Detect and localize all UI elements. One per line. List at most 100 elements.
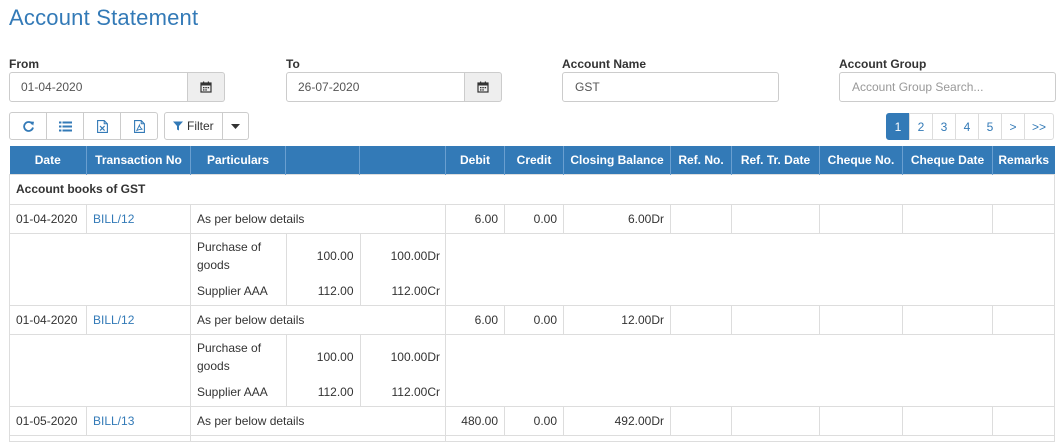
refresh-button[interactable] (9, 112, 47, 140)
from-date-group: 01-04-2020 (9, 72, 225, 102)
detail-spacer (445, 232, 1055, 306)
detail-name: Purchase of goods (191, 233, 287, 278)
row-remarks (992, 304, 1055, 335)
table-row: 01-04-2020 BILL/12 As per below details … (9, 203, 1055, 234)
col-debit[interactable]: Debit (445, 146, 505, 174)
row-debit: 6.00 (445, 304, 505, 335)
row-cheque-no (819, 304, 903, 335)
row-date: 01-04-2020 (9, 304, 87, 335)
detail-breakdown: Purchase of goods 100.00 100.00Dr Suppli… (190, 333, 446, 407)
export-excel-button[interactable] (83, 112, 121, 140)
row-ref-tr-date (731, 203, 820, 234)
detail-spacer (9, 333, 191, 407)
to-date-input[interactable]: 26-07-2020 (286, 72, 465, 102)
partial-cell (445, 434, 1055, 442)
row-debit: 480.00 (445, 405, 505, 436)
col-date[interactable]: Date (9, 146, 87, 174)
transaction-link[interactable]: BILL/12 (86, 304, 191, 335)
row-ref-no (670, 203, 732, 234)
page-next[interactable]: > (1000, 113, 1025, 140)
account-group-search-input[interactable]: Account Group Search... (839, 72, 1056, 102)
col-cheque-no[interactable]: Cheque No. (819, 146, 903, 174)
page-5[interactable]: 5 (977, 113, 1002, 140)
excel-icon (96, 119, 108, 133)
detail-breakdown: Purchase of goods 100.00 100.00Dr Suppli… (190, 232, 446, 306)
filter-caret-button[interactable] (222, 112, 249, 140)
row-cheque-date (902, 405, 993, 436)
calendar-icon (477, 81, 489, 93)
col-cheque-date[interactable]: Cheque Date (902, 146, 993, 174)
to-date-group: 26-07-2020 (286, 72, 502, 102)
col-ref-tr-date[interactable]: Ref. Tr. Date (731, 146, 820, 174)
row-cheque-date (902, 304, 993, 335)
row-remarks (992, 405, 1055, 436)
detail-amount: 100.00 (286, 334, 361, 379)
page-2[interactable]: 2 (908, 113, 933, 140)
col-particulars[interactable]: Particulars (190, 146, 286, 174)
detail-balance: 112.00Cr (391, 384, 440, 399)
table-row: 01-04-2020 BILL/12 As per below details … (9, 304, 1055, 335)
detail-balance: 100.00Dr (390, 349, 440, 364)
refresh-icon (22, 120, 35, 133)
from-date-input[interactable]: 01-04-2020 (9, 72, 188, 102)
detail-line: Purchase of goods 100.00 100.00Dr (191, 233, 446, 278)
row-remarks (992, 203, 1055, 234)
detail-spacer (9, 232, 191, 306)
detail-row: Purchase of goods 100.00 100.00Dr Suppli… (9, 232, 1055, 306)
table-row (9, 434, 1055, 442)
to-calendar-button[interactable] (465, 72, 502, 102)
from-label: From (9, 57, 39, 71)
export-pdf-button[interactable] (120, 112, 158, 140)
row-closing-balance: 492.00Dr (563, 405, 671, 436)
row-cheque-date (902, 203, 993, 234)
table-header-row: Date Transaction No Particulars Debit Cr… (9, 146, 1055, 174)
row-credit: 0.00 (504, 304, 564, 335)
row-closing-balance: 12.00Dr (563, 304, 671, 335)
account-name-label: Account Name (562, 57, 647, 71)
col-remarks[interactable]: Remarks (992, 146, 1055, 174)
detail-name: Purchase of goods (191, 334, 287, 379)
filter-button-label: Filter (187, 119, 214, 133)
group-row: Account books of GST (9, 173, 1055, 205)
col-transaction-no[interactable]: Transaction No (86, 146, 191, 174)
row-ref-no (670, 405, 732, 436)
row-date: 01-04-2020 (9, 203, 87, 234)
pdf-icon (133, 119, 145, 133)
col-credit[interactable]: Credit (504, 146, 564, 174)
caret-down-icon (230, 123, 240, 129)
row-date: 01-05-2020 (9, 405, 87, 436)
transaction-link[interactable]: BILL/13 (86, 405, 191, 436)
filter-dropdown: Filter (164, 112, 249, 140)
row-debit: 6.00 (445, 203, 505, 234)
detail-line: Supplier AAA 112.00 112.00Cr (191, 277, 446, 305)
detail-amount: 112.00 (286, 277, 361, 305)
row-particulars: As per below details (190, 203, 446, 234)
col-ref-no[interactable]: Ref. No. (670, 146, 732, 174)
row-cheque-no (819, 203, 903, 234)
row-cheque-no (819, 405, 903, 436)
from-calendar-button[interactable] (188, 72, 225, 102)
detail-line: Purchase of goods 100.00 100.00Dr (191, 334, 446, 379)
row-ref-tr-date (731, 304, 820, 335)
page-4[interactable]: 4 (954, 113, 979, 140)
filter-icon (173, 121, 183, 131)
page-3[interactable]: 3 (931, 113, 956, 140)
row-closing-balance: 6.00Dr (563, 203, 671, 234)
detail-balance: 100.00Dr (390, 248, 440, 263)
account-name-input[interactable]: GST (562, 72, 779, 102)
detail-amount: 112.00 (286, 378, 361, 406)
detail-balance: 112.00Cr (391, 283, 440, 298)
detail-name: Supplier AAA (191, 277, 287, 305)
col-closing-balance[interactable]: Closing Balance (563, 146, 671, 174)
col-detail-amount (285, 146, 360, 174)
page-1[interactable]: 1 (885, 113, 910, 140)
row-ref-no (670, 304, 732, 335)
transaction-link[interactable]: BILL/12 (86, 203, 191, 234)
list-view-button[interactable] (46, 112, 84, 140)
list-icon (58, 121, 72, 132)
page-last[interactable]: >> (1023, 113, 1054, 140)
calendar-icon (200, 81, 212, 93)
partial-cell (190, 434, 446, 442)
partial-cell (9, 434, 191, 442)
filter-button[interactable]: Filter (164, 112, 223, 140)
